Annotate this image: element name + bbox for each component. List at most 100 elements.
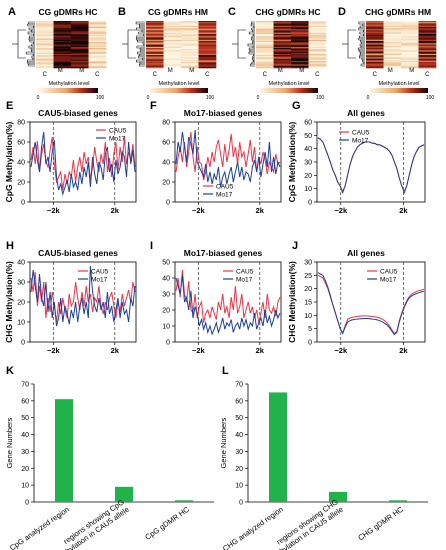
series-line-cau5 bbox=[175, 131, 281, 181]
heatmap-cell bbox=[146, 60, 164, 63]
heatmap-cell bbox=[163, 52, 182, 55]
heatmap-cell bbox=[71, 21, 89, 23]
heatmap-cell bbox=[418, 25, 437, 28]
heatmap-cell bbox=[88, 45, 107, 48]
heatmap-cell bbox=[146, 22, 164, 24]
heatmap-cell bbox=[256, 59, 274, 62]
heatmap-cell bbox=[146, 52, 164, 55]
legend-min-label: 0 bbox=[367, 95, 370, 101]
y-tick-label: 70 bbox=[235, 382, 243, 389]
heatmap-cell bbox=[256, 50, 274, 52]
legend-label-mo17: Mo17 bbox=[352, 138, 369, 145]
heatmap-cell bbox=[146, 66, 164, 69]
heatmap-cell bbox=[291, 64, 309, 66]
heatmap-cell bbox=[146, 53, 164, 56]
heatmap-cell bbox=[366, 62, 384, 64]
heatmap-cell bbox=[291, 32, 309, 35]
heatmap-cell bbox=[53, 43, 72, 45]
heatmap-cell bbox=[198, 37, 217, 39]
heatmap-cell bbox=[146, 36, 164, 38]
heatmap-cell bbox=[418, 39, 437, 42]
heatmap-cell bbox=[308, 43, 327, 45]
heatmap-cell bbox=[418, 53, 437, 56]
heatmap-cell bbox=[366, 49, 384, 51]
heatmap-cell bbox=[181, 46, 199, 49]
dendrogram-branch bbox=[25, 51, 35, 55]
heatmap-cell bbox=[291, 33, 309, 36]
heatmap-cell bbox=[36, 30, 54, 32]
heatmap-cell bbox=[71, 63, 89, 65]
heatmap-cell bbox=[291, 50, 309, 52]
y-tick-label: 20 bbox=[304, 286, 312, 293]
bar-chart-k: K 0 10 20 30 40 50 60 70 Gene Numbers CpG analyzed… bbox=[5, 365, 214, 550]
heatmap-cell bbox=[198, 30, 217, 32]
dendrogram-branch bbox=[127, 29, 136, 59]
heatmap-cell bbox=[163, 59, 182, 62]
x-tick-label: 2k bbox=[399, 346, 408, 355]
y-tick-label: 50 bbox=[162, 260, 170, 267]
legend-label-mo17: Mo17 bbox=[109, 136, 126, 143]
heatmap-cell bbox=[418, 49, 437, 51]
heatmap-cells bbox=[146, 21, 217, 69]
y-tick-label: 50 bbox=[304, 133, 312, 140]
heatmap-cell bbox=[88, 58, 107, 61]
heatmap-cell bbox=[181, 55, 199, 57]
heatmap-cell bbox=[418, 52, 437, 55]
y-tick-label: 40 bbox=[304, 146, 312, 153]
heatmap-cell bbox=[146, 64, 164, 66]
heatmap-cell bbox=[308, 52, 327, 55]
heatmap-cell bbox=[53, 64, 72, 66]
heatmap-cell bbox=[198, 28, 217, 30]
x-tick-label: −2k bbox=[47, 346, 61, 355]
heatmap-cell bbox=[71, 25, 89, 28]
y-tick-label: 80 bbox=[162, 120, 170, 127]
heatmap-cell bbox=[36, 55, 54, 57]
heatmap-cell bbox=[308, 21, 327, 23]
heatmap-cell bbox=[146, 65, 164, 68]
y-tick-label: 10 bbox=[304, 186, 312, 193]
heatmap-cell bbox=[383, 49, 402, 51]
heatmap-cell bbox=[273, 66, 292, 69]
heatmap-cell bbox=[418, 43, 437, 45]
heatmap-cell bbox=[36, 39, 54, 42]
heatmap-cell bbox=[71, 23, 89, 25]
heatmap-cell bbox=[291, 55, 309, 57]
heatmap-cell bbox=[36, 51, 54, 54]
heatmap-cell bbox=[181, 45, 199, 48]
y-tick-label: 0 bbox=[239, 500, 243, 507]
heatmap-cell bbox=[273, 38, 292, 41]
heatmap-cell bbox=[36, 65, 54, 68]
heatmap-cell bbox=[256, 36, 274, 38]
column-label: M bbox=[168, 68, 173, 74]
heatmap-cell bbox=[273, 26, 292, 29]
heatmap-cell bbox=[366, 25, 384, 28]
heatmap-cell bbox=[366, 30, 384, 32]
heatmap-cell bbox=[256, 29, 274, 31]
heatmap-cell bbox=[401, 58, 419, 61]
heatmap-cell bbox=[401, 55, 419, 57]
panel-letter: E bbox=[6, 100, 13, 112]
dendrogram-branch bbox=[347, 29, 356, 59]
dendrogram-branch bbox=[358, 27, 365, 31]
heatmap-cell bbox=[53, 48, 72, 50]
heatmap-cell bbox=[308, 39, 327, 42]
heatmap-cell bbox=[53, 26, 72, 29]
heatmap-cell bbox=[146, 50, 164, 52]
legend-title: Methylation level bbox=[159, 81, 200, 87]
heatmap-cell bbox=[181, 31, 199, 34]
y-tick-label: 60 bbox=[235, 398, 243, 405]
heatmap-cell bbox=[53, 55, 72, 57]
y-axis-label: CHG Methylation(%) bbox=[4, 261, 14, 343]
heatmap-cell bbox=[146, 63, 164, 65]
x-tick-label: 2k bbox=[111, 206, 120, 215]
heatmap-cell bbox=[88, 22, 107, 24]
series-line-cau5 bbox=[30, 271, 136, 323]
heatmap-cell bbox=[181, 49, 199, 51]
x-tick-label: 2k bbox=[256, 206, 265, 215]
heatmap-cell bbox=[256, 25, 274, 28]
y-tick-label: 60 bbox=[17, 140, 25, 147]
heatmap-cell bbox=[146, 56, 164, 58]
heatmap-cell bbox=[273, 65, 292, 68]
series-line-mo17 bbox=[317, 272, 425, 336]
heatmap-cell bbox=[53, 36, 72, 38]
